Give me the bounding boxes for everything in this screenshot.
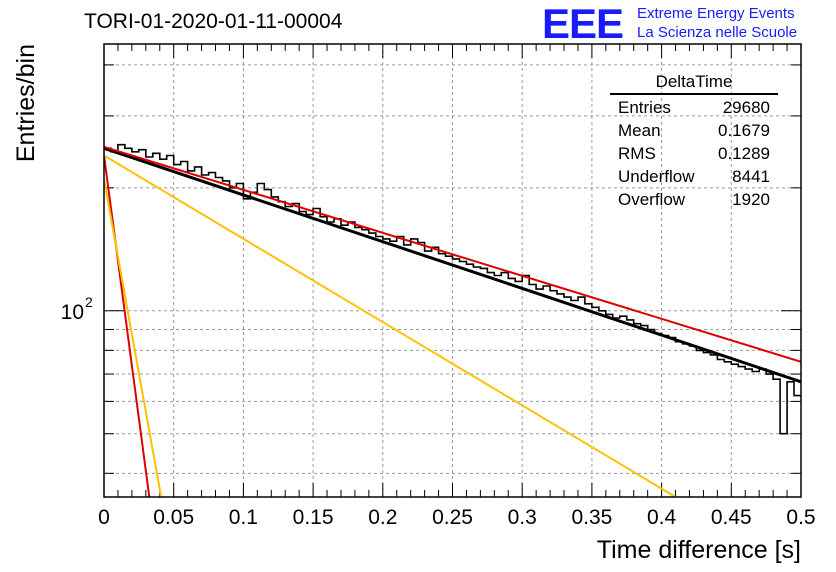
- stats-row-mean: Mean 0.1679: [610, 119, 778, 142]
- stats-label: RMS: [618, 144, 656, 163]
- x-tick-label: 0.5: [786, 506, 815, 529]
- x-tick-label: 0.35: [571, 506, 612, 529]
- x-tick-label: 0.1: [229, 506, 258, 529]
- x-tick-label: 0.4: [647, 506, 677, 529]
- stats-label: Entries: [618, 98, 671, 117]
- x-tick-label: 0: [98, 506, 110, 529]
- fit-line-3: [104, 155, 151, 497]
- plot-area: [104, 143, 801, 497]
- stats-title: DeltaTime: [610, 72, 778, 95]
- logo-line-1: Extreme Energy Events: [637, 5, 795, 22]
- x-tick-label: 0.05: [153, 506, 194, 529]
- stats-label: Underflow: [618, 167, 695, 186]
- stats-value: 8441: [732, 167, 770, 186]
- y-axis-label: Entries/bin: [12, 44, 40, 162]
- stats-value: 0.1289: [718, 144, 770, 163]
- logo-line-2: La Scienza nelle Scuole: [637, 24, 798, 41]
- stats-label: Mean: [618, 121, 661, 140]
- stats-value: 29680: [722, 98, 770, 117]
- x-tick-label: 0.3: [508, 506, 537, 529]
- fit-line-4: [104, 179, 163, 497]
- x-tick-label: 0.15: [293, 506, 334, 529]
- eee-logo: EEE: [542, 0, 624, 47]
- stats-row-entries: Entries 29680: [610, 96, 778, 119]
- chart-title: TORI-01-2020-01-11-00004: [84, 10, 343, 33]
- stats-row-underflow: Underflow 8441: [610, 165, 778, 188]
- fit-line-2: [104, 145, 801, 363]
- logo-caption: Extreme Energy Events La Scienza nelle S…: [637, 4, 797, 42]
- y-tick-label: 10: [61, 301, 84, 324]
- stats-value: 0.1679: [718, 121, 770, 140]
- y-tick-label-exponent: 2: [85, 294, 93, 310]
- stats-label: Overflow: [618, 190, 686, 209]
- x-tick-label: 0.2: [368, 506, 397, 529]
- stats-value: 1920: [732, 190, 770, 209]
- stats-box: DeltaTime Entries 29680 Mean 0.1679 RMS 0.1…: [610, 72, 778, 211]
- fit-line-1: [104, 146, 801, 384]
- x-tick-label: 0.25: [432, 506, 473, 529]
- stats-row-rms: RMS 0.1289: [610, 142, 778, 165]
- x-axis-label: Time difference [s]: [597, 536, 801, 564]
- fit-line-5: [104, 154, 677, 497]
- x-tick-label: 0.45: [711, 506, 752, 529]
- plot-frame: [103, 43, 802, 498]
- stats-row-overflow: Overflow 1920: [610, 188, 778, 211]
